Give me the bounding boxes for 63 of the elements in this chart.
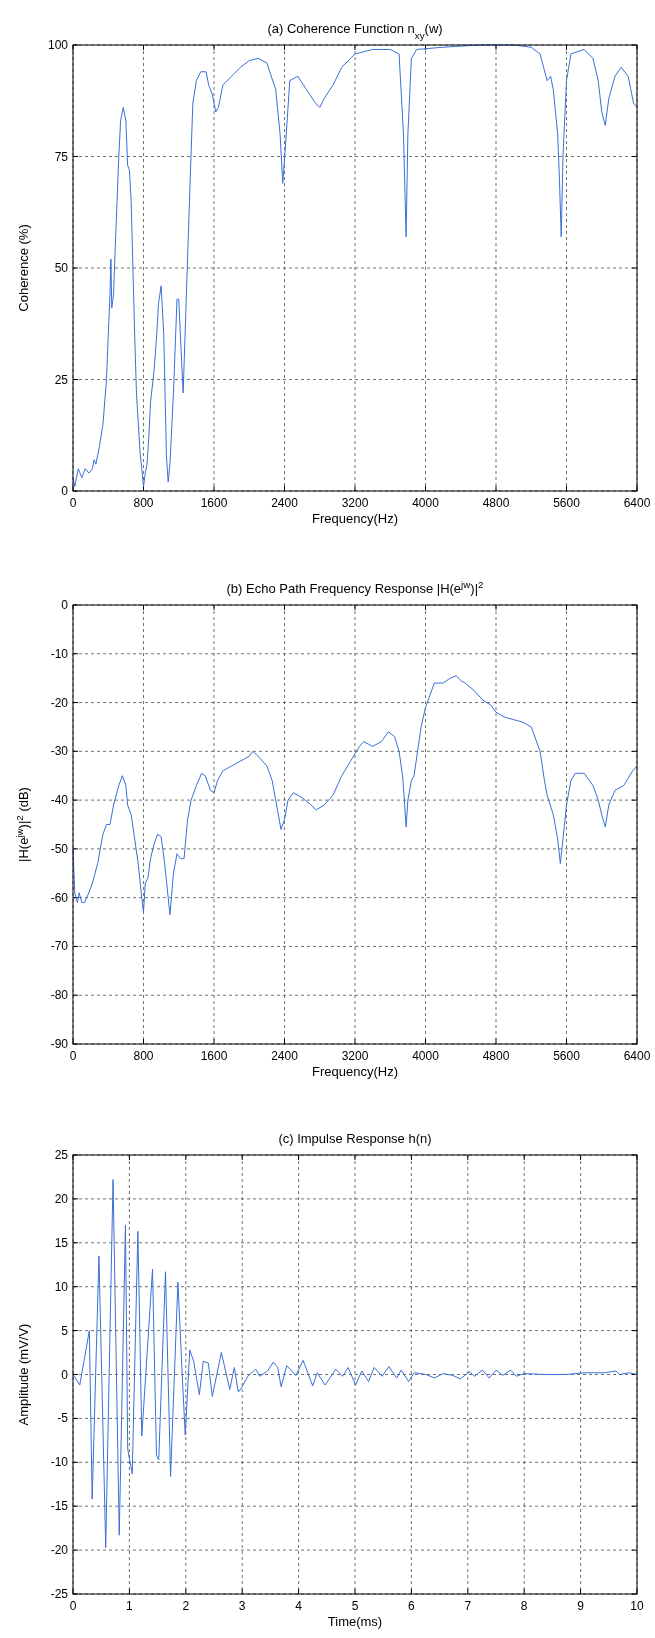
x-tick-label: 5600 (553, 496, 581, 510)
x-tick-label: 800 (133, 1049, 154, 1063)
x-tick-label: 5 (351, 1599, 359, 1613)
y-tick-label: 10 (54, 1279, 69, 1294)
x-axis-title: Frequency(Hz) (312, 511, 398, 526)
x-tick-label: 5600 (553, 1049, 581, 1063)
y-tick-label: 25 (54, 372, 69, 387)
x-tick-label: 10 (630, 1599, 644, 1613)
x-tick-label: 6400 (623, 496, 651, 510)
y-tick-label: 75 (54, 149, 69, 164)
y-tick-label: -50 (50, 841, 69, 856)
y-tick-label: 20 (54, 1191, 69, 1206)
y-axis-title: Coherence (%) (16, 224, 31, 312)
y-tick-label: 0 (61, 598, 69, 612)
y-tick-label: -15 (50, 1499, 69, 1514)
x-tick-label: 6400 (623, 1049, 651, 1063)
chart-title: (c) Impulse Response h(n) (278, 1131, 432, 1146)
x-tick-label: 2400 (271, 1049, 299, 1063)
line-series (72, 44, 638, 488)
x-tick-label: 1600 (200, 1049, 228, 1063)
x-tick-label: 4800 (482, 1049, 510, 1063)
y-tick-label: -30 (50, 744, 69, 759)
x-tick-label: 4800 (482, 496, 510, 510)
y-tick-label: -70 (50, 939, 69, 954)
y-tick-label: 5 (61, 1323, 69, 1338)
x-tick-label: 1 (126, 1599, 134, 1613)
x-tick-label: 3200 (341, 1049, 369, 1063)
y-tick-label: 50 (54, 261, 69, 275)
x-tick-label: 3200 (341, 496, 369, 510)
x-tick-label: 4 (295, 1599, 303, 1613)
y-tick-label: -80 (50, 988, 69, 1003)
y-tick-label: 100 (47, 38, 69, 52)
y-tick-label: -20 (50, 1543, 69, 1558)
x-tick-label: 1600 (200, 496, 228, 510)
x-tick-label: 9 (577, 1599, 585, 1613)
x-axis-title: Time(ms) (327, 1614, 383, 1629)
x-tick-label: 7 (464, 1599, 472, 1613)
x-tick-label: 2 (182, 1599, 190, 1613)
x-tick-label: 4000 (412, 496, 440, 510)
y-tick-label: -90 (50, 1037, 69, 1051)
y-tick-label: -10 (50, 646, 69, 661)
line-series (72, 1179, 638, 1548)
x-tick-label: 800 (133, 496, 154, 510)
x-tick-label: 6 (408, 1599, 416, 1613)
y-axis-title: Amplitude (mV/V) (16, 1323, 31, 1426)
y-tick-label: 15 (54, 1235, 69, 1250)
x-tick-label: 3 (238, 1599, 246, 1613)
y-tick-label: -5 (57, 1411, 69, 1426)
y-tick-label: 0 (61, 484, 69, 498)
y-tick-label: -20 (50, 695, 69, 710)
x-tick-label: 4000 (412, 1049, 440, 1063)
y-tick-label: 25 (54, 1148, 69, 1162)
y-tick-label: -40 (50, 793, 69, 808)
x-axis-title: Frequency(Hz) (312, 1064, 398, 1079)
y-tick-label: -60 (50, 890, 69, 905)
x-tick-label: 8 (520, 1599, 528, 1613)
x-tick-label: 2400 (271, 496, 299, 510)
chart-title: (a) Coherence Function n$_{xy}$(w) (267, 21, 443, 41)
y-tick-label: -10 (50, 1455, 69, 1470)
line-series (72, 675, 638, 916)
chart-title: (b) Echo Path Frequency Response |H(e$^{jw}$)|$^{2}$ (226, 578, 484, 596)
y-tick-label: 0 (61, 1367, 69, 1382)
y-tick-label: -25 (50, 1587, 69, 1601)
